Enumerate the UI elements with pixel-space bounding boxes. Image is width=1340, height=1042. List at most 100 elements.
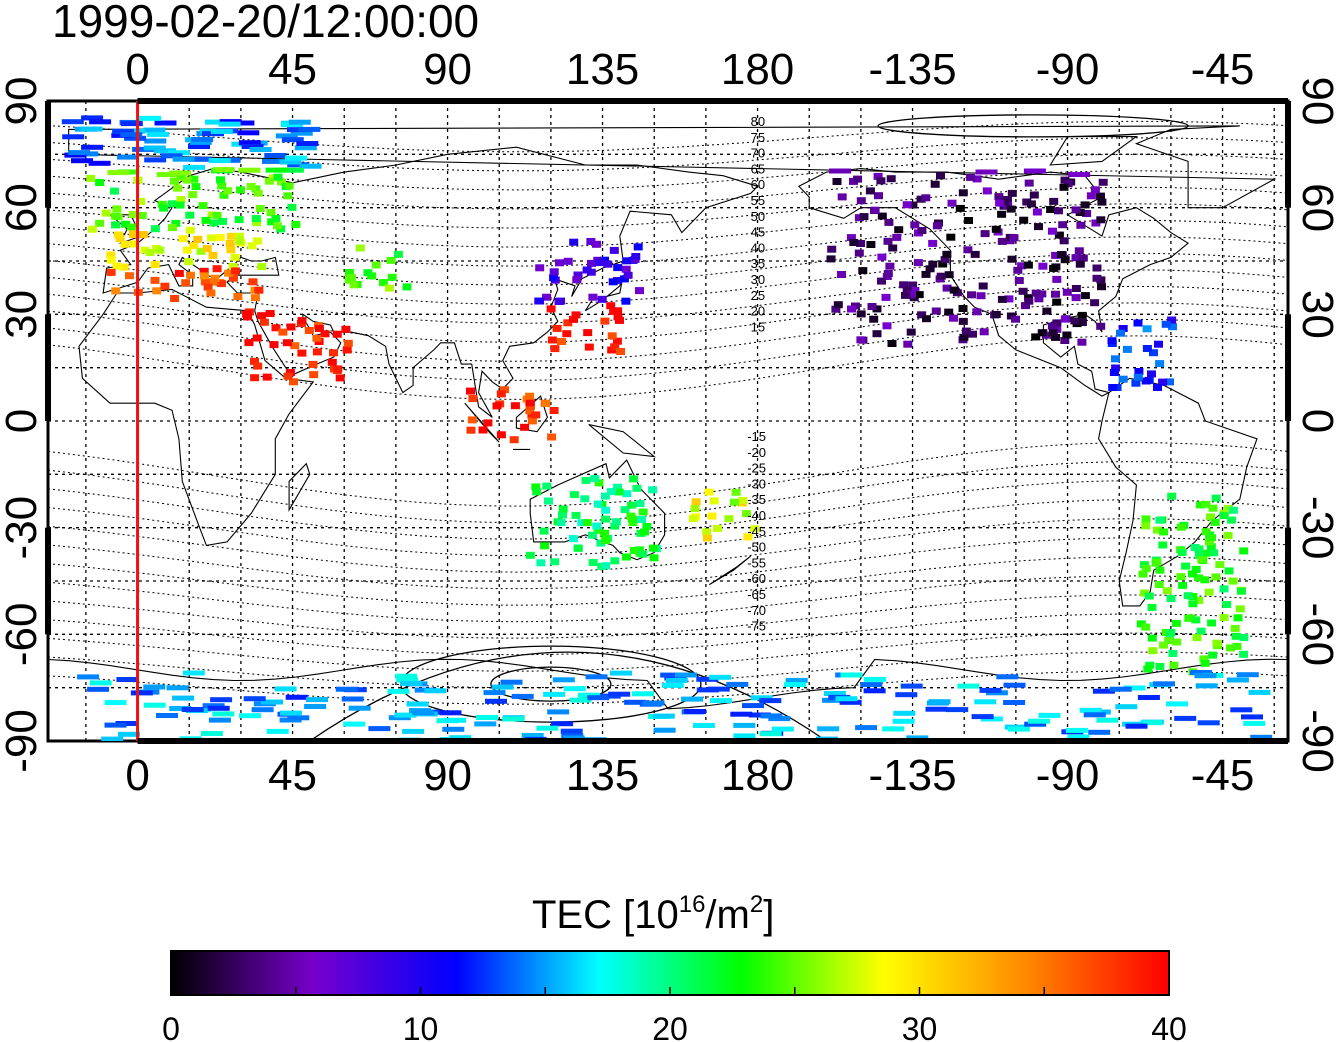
tec-cell: [287, 162, 310, 168]
tec-cell: [532, 488, 542, 496]
tec-cell: [1054, 207, 1063, 215]
tec-cell: [1037, 329, 1047, 337]
tec-cell: [839, 699, 862, 705]
tec-cell: [653, 727, 676, 733]
tec-cell: [402, 728, 425, 734]
tec-cell: [1231, 632, 1241, 640]
tec-cell: [312, 348, 322, 356]
tec-cell: [863, 676, 886, 682]
coastline: [1049, 136, 1139, 166]
tec-cell: [536, 559, 546, 567]
tec-cell: [592, 522, 602, 530]
border-bar-top: [602, 98, 758, 104]
border-bar-bottom: [292, 738, 448, 744]
tec-cell: [1228, 577, 1238, 585]
tec-cell: [123, 128, 146, 134]
tec-cell: [1062, 288, 1072, 296]
tec-cell: [563, 257, 573, 265]
tec-cell: [621, 297, 631, 305]
border-bar-bottom: [1067, 738, 1223, 744]
tec-cell: [1161, 320, 1171, 328]
tec-cell: [1003, 682, 1026, 688]
tec-cell: [900, 683, 923, 689]
tec-cell: [304, 704, 327, 709]
tec-cell: [549, 268, 559, 276]
tec-cell: [1141, 565, 1151, 573]
tec-cell: [832, 178, 842, 185]
tec-cell: [1031, 289, 1041, 297]
tec-cell: [893, 710, 916, 716]
lon-tick-label-bottom: 0: [125, 751, 149, 800]
border-bar-top: [1067, 98, 1223, 104]
tec-cell: [577, 519, 587, 527]
tec-cell: [1131, 379, 1141, 387]
tec-cell: [1013, 266, 1023, 274]
tec-cell: [691, 498, 701, 506]
tec-cell: [1023, 168, 1046, 174]
tec-cell: [550, 558, 560, 566]
tec-cell: [544, 497, 553, 505]
tec-cell: [1230, 707, 1253, 713]
tec-cell: [343, 721, 366, 727]
tec-cell: [112, 129, 135, 134]
tec-cell: [972, 175, 982, 183]
tec-cell: [212, 211, 222, 219]
tec-cell: [207, 234, 216, 242]
tec-cell: [1007, 726, 1030, 732]
tec-cell: [958, 317, 968, 325]
tec-cell: [1232, 642, 1242, 650]
tec-cell: [1092, 274, 1102, 282]
tec-cell: [1125, 723, 1148, 729]
tec-cell: [285, 155, 307, 161]
contour-label-north: 50: [751, 209, 765, 224]
colorbar-tick-label: 40: [1151, 1011, 1187, 1042]
tec-cell: [223, 187, 233, 195]
tec-cell: [759, 731, 782, 737]
tec-cell: [525, 392, 535, 400]
tec-cell: [888, 244, 898, 252]
tec-cell: [188, 144, 210, 149]
tec-cell: [1051, 290, 1060, 298]
border-bar-top: [137, 98, 293, 104]
tec-cell: [112, 262, 122, 270]
tec-cell: [345, 269, 354, 276]
tec-cell: [206, 289, 216, 297]
tec-cell: [626, 512, 636, 520]
tec-cell: [600, 492, 610, 500]
contour-line: [48, 613, 1288, 656]
tec-cell: [854, 249, 864, 257]
tec-cell: [236, 186, 245, 194]
tec-cell: [884, 218, 894, 226]
tec-cell: [539, 527, 549, 535]
tec-cell: [130, 690, 153, 696]
tec-cell: [259, 318, 269, 326]
lat-tick-label-left: 90: [0, 77, 46, 126]
tec-cell: [846, 234, 856, 242]
tec-cell: [587, 695, 610, 701]
tec-cell: [143, 145, 166, 151]
tec-cell: [491, 684, 514, 690]
tec-cell: [278, 328, 288, 336]
tec-cell: [217, 280, 226, 288]
tec-cell: [235, 237, 245, 245]
contour-line: [48, 594, 1288, 639]
tec-cell: [1178, 581, 1188, 589]
border-bar-bottom: [447, 738, 603, 744]
tec-cell: [592, 240, 601, 248]
tec-cell: [172, 695, 195, 701]
contour-label-south: -15: [747, 429, 766, 444]
tec-cell: [833, 301, 843, 309]
lat-tick-label-right: -90: [1293, 709, 1340, 773]
tec-cell: [817, 726, 840, 732]
tec-cell: [847, 305, 856, 313]
tec-cell: [1122, 345, 1132, 353]
tec-cell: [264, 153, 287, 158]
tec-cell: [684, 709, 706, 714]
tec-cell: [590, 475, 600, 483]
tec-cell: [125, 272, 134, 280]
coastline: [588, 424, 657, 458]
tec-cell: [393, 250, 403, 258]
coastline: [288, 462, 311, 512]
tec-cell: [264, 177, 274, 185]
